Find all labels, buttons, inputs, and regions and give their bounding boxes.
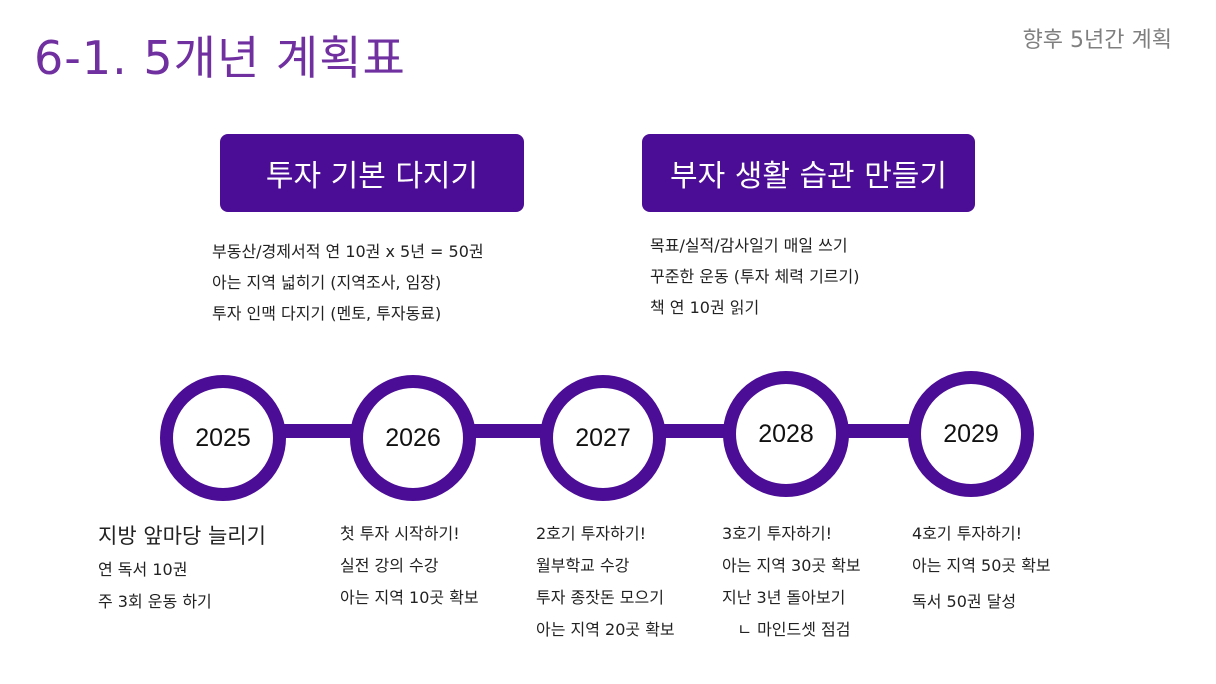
timeline-node-2028: 2028: [723, 371, 849, 497]
goal-list-investment-basics: 부동산/경제서적 연 10권 x 5년 = 50권 아는 지역 넓히기 (지역조…: [212, 236, 484, 329]
list-item: 지방 앞마당 늘리기: [98, 524, 266, 548]
goal-box-investment-basics: 투자 기본 다지기: [220, 134, 524, 212]
page-subtitle: 향후 5년간 계획: [1022, 28, 1172, 53]
list-item: 아는 지역 10곳 확보: [340, 588, 479, 607]
year-list-2026: 첫 투자 시작하기! 실전 강의 수강 아는 지역 10곳 확보: [340, 518, 479, 614]
list-item: 첫 투자 시작하기!: [340, 524, 460, 543]
page-title: 6-1. 5개년 계획표: [34, 31, 406, 85]
list-item: 2호기 투자하기!: [536, 524, 646, 543]
list-item: 아는 지역 20곳 확보: [536, 620, 675, 639]
year-list-2028: 3호기 투자하기! 아는 지역 30곳 확보 지난 3년 돌아보기 ㄴ 마인드셋…: [722, 518, 861, 646]
list-item: 주 3회 운동 하기: [98, 592, 212, 611]
list-item: 아는 지역 넓히기 (지역조사, 임장): [212, 273, 442, 292]
timeline-node-2026: 2026: [350, 375, 476, 501]
list-item: 투자 인맥 다지기 (멘토, 투자동료): [212, 304, 442, 323]
list-item: 투자 종잣돈 모으기: [536, 588, 664, 607]
list-item: 부동산/경제서적 연 10권 x 5년 = 50권: [212, 242, 484, 261]
list-item: 연 독서 10권: [98, 560, 188, 579]
list-item: 아는 지역 30곳 확보: [722, 556, 861, 575]
list-item: 실전 강의 수강: [340, 556, 439, 575]
timeline-node-2029: 2029: [908, 371, 1034, 497]
list-item: 목표/실적/감사일기 매일 쓰기: [650, 236, 848, 255]
list-item: 지난 3년 돌아보기: [722, 588, 846, 607]
year-list-2025: 지방 앞마당 늘리기 연 독서 10권 주 3회 운동 하기: [98, 518, 266, 618]
list-item: 월부학교 수강: [536, 556, 630, 575]
year-list-2029: 4호기 투자하기! 아는 지역 50곳 확보 독서 50권 달성: [912, 518, 1051, 618]
list-item: ㄴ 마인드셋 점검: [722, 620, 851, 639]
list-item: 아는 지역 50곳 확보: [912, 556, 1051, 575]
timeline-node-2025: 2025: [160, 375, 286, 501]
list-item: 책 연 10권 읽기: [650, 298, 760, 317]
list-item: 4호기 투자하기!: [912, 524, 1022, 543]
list-item: 3호기 투자하기!: [722, 524, 832, 543]
goal-list-rich-habits: 목표/실적/감사일기 매일 쓰기 꾸준한 운동 (투자 체력 기르기) 책 연 …: [650, 230, 859, 323]
list-item: 꾸준한 운동 (투자 체력 기르기): [650, 267, 860, 286]
list-item: 독서 50권 달성: [912, 592, 1017, 611]
goal-box-rich-habits: 부자 생활 습관 만들기: [642, 134, 975, 212]
timeline-node-2027: 2027: [540, 375, 666, 501]
year-list-2027: 2호기 투자하기! 월부학교 수강 투자 종잣돈 모으기 아는 지역 20곳 확…: [536, 518, 675, 646]
